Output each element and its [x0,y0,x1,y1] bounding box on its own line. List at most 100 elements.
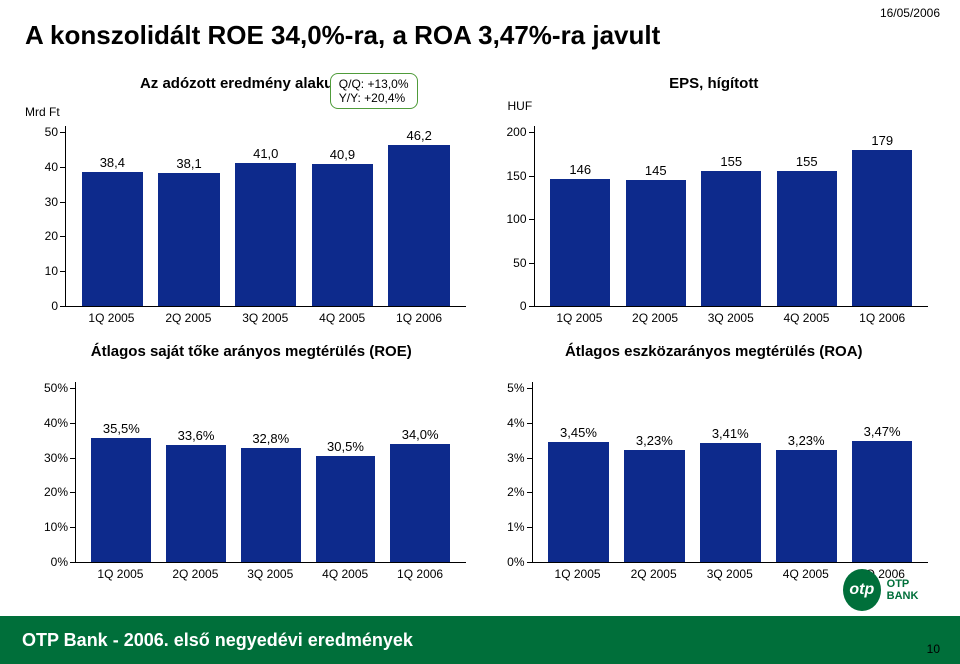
bar [701,171,761,306]
xtick-label: 3Q 2005 [693,311,769,325]
bar-value-label: 3,23% [768,433,844,448]
chart-roe: Átlagos saját tőke arányos megtérülés (R… [35,343,468,581]
bar [548,442,609,562]
bar-wrap: 38,1 [151,132,228,306]
chart4-title: Átlagos eszközarányos megtérülés (ROA) [498,343,931,360]
bars-container: 146145155155179 [535,132,929,306]
xtick-label: 3Q 2005 [233,567,308,581]
ytick-label: 40 [45,160,66,174]
bar [700,443,761,562]
xtick-label: 1Q 2005 [542,311,618,325]
bar-wrap: 32,8% [233,388,308,562]
bar-value-label: 3,47% [844,424,920,439]
chart4-plot: 0%1%2%3%4%5%3,45%3,23%3,41%3,23%3,47% [532,388,929,563]
xtick-label: 2Q 2005 [150,311,227,325]
ytick-label: 50% [44,381,76,395]
xtick-label: 4Q 2005 [308,567,383,581]
ytick-label: 200 [506,125,534,139]
bar [777,171,837,306]
ytick-label: 100 [506,212,534,226]
xtick-label: 1Q 2005 [83,567,158,581]
xtick-label: 1Q 2006 [381,311,458,325]
chart2-unit: HUF [508,99,533,113]
bar [852,150,912,306]
bar-value-label: 38,1 [151,156,228,171]
bar-wrap: 155 [694,132,770,306]
page-number: 10 [927,642,940,656]
chart1-unit: Mrd Ft [25,105,60,119]
bar-value-label: 38,4 [74,155,151,170]
ytick-label: 0% [51,555,76,569]
xtick-label: 1Q 2005 [540,567,616,581]
bar-wrap: 146 [543,132,619,306]
bar-wrap: 40,9 [304,132,381,306]
bar-value-label: 32,8% [233,431,308,446]
bar-wrap: 35,5% [84,388,159,562]
bar [166,445,226,562]
ytick-label: 5% [507,381,532,395]
bar-wrap: 155 [769,132,845,306]
bar-wrap: 145 [618,132,694,306]
chart-roa: Átlagos eszközarányos megtérülés (ROA) 0… [498,343,931,581]
qq-line2: Y/Y: +20,4% [339,91,409,105]
xtick-label: 4Q 2005 [769,311,845,325]
bar-wrap: 38,4 [74,132,151,306]
ytick-label: 150 [506,169,534,183]
bar-value-label: 3,45% [541,425,617,440]
chart1-xlabels: 1Q 20052Q 20053Q 20054Q 20051Q 2006 [65,307,466,325]
chart-profit: Az adózott eredmény alakulása Q/Q: +13,0… [35,75,468,325]
slide: 16/05/2006 A konszolidált ROE 34,0%-ra, … [0,0,960,664]
ytick-label: 1% [507,520,532,534]
footer-bar: OTP Bank - 2006. első negyedévi eredmény… [0,616,960,664]
bar-wrap: 33,6% [159,388,234,562]
bars-container: 3,45%3,23%3,41%3,23%3,47% [533,388,929,562]
bar [241,448,301,562]
bar [550,179,610,306]
bar [388,145,449,306]
xtick-label: 1Q 2005 [73,311,150,325]
bar-value-label: 30,5% [308,439,383,454]
bar-value-label: 33,6% [159,428,234,443]
bar-value-label: 35,5% [84,421,159,436]
ytick-label: 40% [44,416,76,430]
bar-wrap: 179 [845,132,921,306]
otp-logo-circle: otp [843,569,881,611]
ytick-label: 0 [520,299,535,313]
footer-text: OTP Bank - 2006. első negyedévi eredmény… [22,630,413,651]
xtick-label: 3Q 2005 [692,567,768,581]
bar-value-label: 3,41% [692,426,768,441]
bars-container: 38,438,141,040,946,2 [66,132,466,306]
bar-wrap: 41,0 [227,132,304,306]
ytick-label: 0 [51,299,66,313]
bar [235,163,296,306]
ytick-label: 0% [507,555,532,569]
chart1-plot: 0102030405038,438,141,040,946,2 [65,132,466,307]
bar [82,172,143,306]
ytick-label: 30% [44,451,76,465]
xtick-label: 1Q 2006 [844,311,920,325]
bar-wrap: 34,0% [383,388,458,562]
slide-date: 16/05/2006 [880,6,940,20]
qq-line1: Q/Q: +13,0% [339,77,409,91]
ytick-label: 3% [507,451,532,465]
bar-wrap: 3,47% [844,388,920,562]
xtick-label: 2Q 2005 [616,567,692,581]
chart2-title: EPS, hígított [498,75,931,92]
xtick-label: 1Q 2006 [383,567,458,581]
bar-wrap: 30,5% [308,388,383,562]
chart-eps: EPS, hígított HUF 0501001502001461451551… [498,75,931,325]
xtick-label: 4Q 2005 [304,311,381,325]
bar-wrap: 3,45% [541,388,617,562]
bar [158,173,219,306]
bar-value-label: 179 [845,133,921,148]
bar-value-label: 41,0 [227,146,304,161]
bar-value-label: 34,0% [383,427,458,442]
xtick-label: 2Q 2005 [158,567,233,581]
bar-value-label: 146 [543,162,619,177]
bar-wrap: 3,23% [616,388,692,562]
charts-grid: Az adózott eredmény alakulása Q/Q: +13,0… [35,75,930,575]
xtick-label: 3Q 2005 [227,311,304,325]
bar [390,444,450,562]
slide-title: A konszolidált ROE 34,0%-ra, a ROA 3,47%… [25,20,660,51]
ytick-label: 10 [45,264,66,278]
